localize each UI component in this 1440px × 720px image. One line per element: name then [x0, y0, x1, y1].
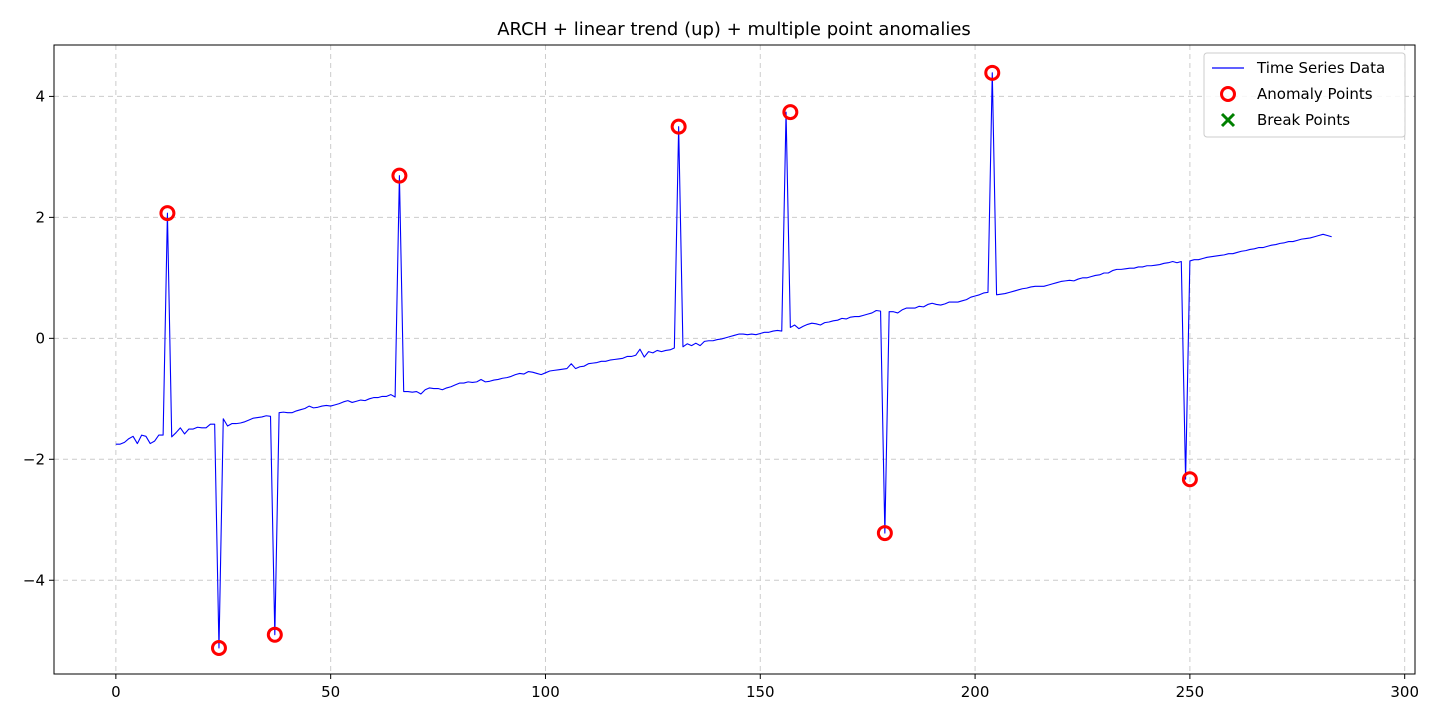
x-tick-label: 100 [531, 683, 560, 701]
legend-x-stroke [1220, 112, 1236, 128]
y-tick-label: 2 [35, 208, 45, 226]
y-tick-label: 0 [35, 329, 45, 347]
anomaly-point-marker [984, 64, 1001, 81]
anomaly-layer [159, 64, 1198, 656]
legend-x-swatch [1220, 112, 1236, 128]
legend-box [1203, 52, 1406, 138]
anomaly-point-marker [391, 167, 408, 184]
legend-label: Anomaly Points [1257, 85, 1373, 103]
series-layer [115, 72, 1332, 649]
x-tick-label: 200 [961, 683, 990, 701]
legend-label: Time Series Data [1256, 59, 1385, 77]
anomaly-point-marker [266, 626, 283, 643]
grid-layer [54, 45, 1415, 674]
chart-title: ARCH + linear trend (up) + multiple poin… [497, 19, 971, 40]
x-tick-label: 50 [321, 683, 340, 701]
anomaly-point-marker [159, 205, 176, 222]
y-tick-label: 4 [35, 87, 45, 105]
anomaly-point-marker [782, 104, 799, 121]
x-tick-label: 300 [1390, 683, 1419, 701]
x-tick-label: 150 [746, 683, 775, 701]
anomaly-point-marker [210, 639, 227, 656]
legend: Time Series Data Anomaly Points Break Poin… [1203, 52, 1406, 138]
plot-area-frame [53, 44, 1416, 675]
x-tick-label: 250 [1176, 683, 1205, 701]
x-tick-label: 0 [111, 683, 121, 701]
y-tick-label: −2 [23, 450, 45, 468]
axis-layer: 0 50 100 150 200 250 300 −4 −2 0 2 4 [23, 87, 1419, 701]
legend-label: Break Points [1257, 111, 1350, 129]
anomaly-point-marker [670, 118, 687, 135]
anomaly-point-marker [876, 525, 893, 542]
y-tick-label: −4 [23, 571, 45, 589]
series-line [115, 72, 1332, 649]
legend-circle-swatch [1220, 86, 1236, 102]
anomaly-point-marker [1181, 471, 1198, 488]
